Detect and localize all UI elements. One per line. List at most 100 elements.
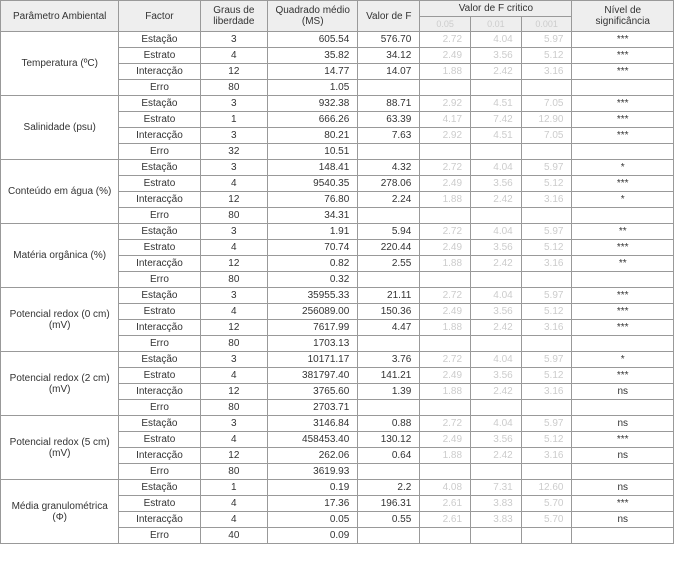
hdr-fcrit-005: 0.05 [420, 17, 471, 32]
f-cell: 2.2 [358, 480, 420, 496]
f-cell: 0.88 [358, 416, 420, 432]
df-cell: 80 [200, 80, 268, 96]
fcrit-cell [521, 464, 572, 480]
ms-cell: 381797.40 [268, 368, 358, 384]
sig-cell: * [572, 160, 674, 176]
ms-cell: 34.31 [268, 208, 358, 224]
table-row: Potencial redox (5 cm) (mV)Estação33146.… [1, 416, 674, 432]
fcrit-cell: 5.70 [521, 496, 572, 512]
df-cell: 3 [200, 352, 268, 368]
f-cell [358, 144, 420, 160]
fcrit-cell: 5.97 [521, 160, 572, 176]
fcrit-cell: 4.04 [471, 160, 522, 176]
sig-cell: *** [572, 304, 674, 320]
sig-cell [572, 80, 674, 96]
sig-cell [572, 528, 674, 544]
table-header: Parâmetro Ambiental Factor Graus de libe… [1, 1, 674, 32]
ms-cell: 0.32 [268, 272, 358, 288]
sig-cell: ns [572, 448, 674, 464]
df-cell: 12 [200, 448, 268, 464]
fcrit-cell: 4.04 [471, 352, 522, 368]
f-cell: 196.31 [358, 496, 420, 512]
df-cell: 4 [200, 496, 268, 512]
table-row: Matéria orgânica (%)Estação31.915.942.72… [1, 224, 674, 240]
sig-cell: * [572, 352, 674, 368]
f-cell: 21.11 [358, 288, 420, 304]
hdr-fcrit-0001: 0.001 [521, 17, 572, 32]
ms-cell: 3765.60 [268, 384, 358, 400]
fcrit-cell: 7.05 [521, 128, 572, 144]
param-cell: Potencial redox (5 cm) (mV) [1, 416, 119, 480]
fcrit-cell: 2.61 [420, 512, 471, 528]
fcrit-cell: 3.16 [521, 448, 572, 464]
df-cell: 4 [200, 432, 268, 448]
sig-cell: *** [572, 288, 674, 304]
factor-cell: Interacção [119, 384, 200, 400]
fcrit-cell: 4.04 [471, 288, 522, 304]
f-cell: 34.12 [358, 48, 420, 64]
param-cell: Salinidade (psu) [1, 96, 119, 160]
fcrit-cell [521, 208, 572, 224]
df-cell: 32 [200, 144, 268, 160]
f-cell [358, 528, 420, 544]
factor-cell: Estação [119, 160, 200, 176]
fcrit-cell [521, 336, 572, 352]
ms-cell: 1.05 [268, 80, 358, 96]
hdr-f: Valor de F [358, 1, 420, 32]
df-cell: 12 [200, 256, 268, 272]
factor-cell: Estrato [119, 48, 200, 64]
sig-cell: *** [572, 64, 674, 80]
fcrit-cell: 2.49 [420, 432, 471, 448]
df-cell: 12 [200, 384, 268, 400]
fcrit-cell: 2.49 [420, 48, 471, 64]
ms-cell: 458453.40 [268, 432, 358, 448]
ms-cell: 0.19 [268, 480, 358, 496]
fcrit-cell: 2.92 [420, 128, 471, 144]
df-cell: 4 [200, 512, 268, 528]
factor-cell: Interacção [119, 128, 200, 144]
table-row: Média granulométrica (Φ)Estação10.192.24… [1, 480, 674, 496]
df-cell: 80 [200, 208, 268, 224]
f-cell: 3.76 [358, 352, 420, 368]
sig-cell: *** [572, 176, 674, 192]
fcrit-cell: 3.16 [521, 256, 572, 272]
fcrit-cell: 7.05 [521, 96, 572, 112]
sig-cell: *** [572, 432, 674, 448]
factor-cell: Erro [119, 464, 200, 480]
f-cell: 5.94 [358, 224, 420, 240]
factor-cell: Estrato [119, 176, 200, 192]
sig-cell: ns [572, 416, 674, 432]
fcrit-cell: 3.56 [471, 432, 522, 448]
fcrit-cell [420, 144, 471, 160]
df-cell: 4 [200, 304, 268, 320]
hdr-fcrit: Valor de F critico [420, 1, 572, 17]
df-cell: 3 [200, 288, 268, 304]
ms-cell: 3146.84 [268, 416, 358, 432]
fcrit-cell: 3.16 [521, 64, 572, 80]
table-row: Salinidade (psu)Estação3932.3888.712.924… [1, 96, 674, 112]
fcrit-cell [420, 272, 471, 288]
df-cell: 12 [200, 320, 268, 336]
fcrit-cell: 5.97 [521, 288, 572, 304]
f-cell [358, 80, 420, 96]
fcrit-cell [521, 272, 572, 288]
sig-cell [572, 464, 674, 480]
fcrit-cell [420, 400, 471, 416]
fcrit-cell: 3.56 [471, 240, 522, 256]
f-cell: 141.21 [358, 368, 420, 384]
fcrit-cell: 5.12 [521, 176, 572, 192]
fcrit-cell: 2.72 [420, 416, 471, 432]
fcrit-cell: 2.92 [420, 96, 471, 112]
param-cell: Média granulométrica (Φ) [1, 480, 119, 544]
factor-cell: Estrato [119, 368, 200, 384]
f-cell: 4.32 [358, 160, 420, 176]
fcrit-cell [471, 400, 522, 416]
fcrit-cell: 4.04 [471, 224, 522, 240]
df-cell: 80 [200, 272, 268, 288]
fcrit-cell: 7.42 [471, 112, 522, 128]
fcrit-cell: 5.12 [521, 304, 572, 320]
ms-cell: 80.21 [268, 128, 358, 144]
ms-cell: 0.09 [268, 528, 358, 544]
factor-cell: Estação [119, 96, 200, 112]
table-body: Temperatura (ºC)Estação3605.54576.702.72… [1, 32, 674, 544]
